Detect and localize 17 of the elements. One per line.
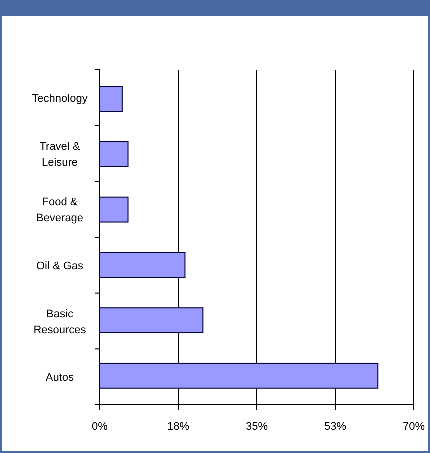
x-tick-label: 0% [92,421,108,433]
bar [100,252,186,278]
bar [100,141,129,168]
x-tick-label: 35% [246,421,268,433]
y-tick-label: Travel & Leisure [40,140,81,169]
x-tick-label: 53% [324,421,347,433]
y-tick-label: Food & Beverage [36,196,84,225]
bar [100,362,379,389]
y-tick-label: Basic Resources [34,308,87,336]
y-tick-label: Autos [46,372,75,384]
x-tick-label: 18% [167,421,190,433]
bar [100,86,123,112]
y-tick-label: Technology [32,92,88,105]
y-tick-label: Oil & Gas [36,260,84,272]
x-tick-label: 70% [402,421,426,433]
bar [100,196,129,223]
bar [100,308,204,334]
